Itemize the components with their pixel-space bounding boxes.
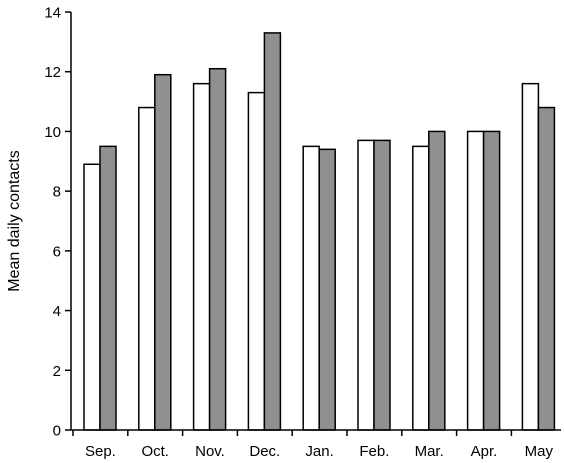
y-tick-label: 14 <box>44 5 61 22</box>
bar-series-1 <box>83 163 101 431</box>
bar-series-2 <box>154 73 172 431</box>
x-tick-label: May <box>525 443 554 460</box>
y-tick-label: 4 <box>53 303 61 320</box>
bar-series-1 <box>247 91 266 431</box>
y-tick-label: 10 <box>44 124 61 141</box>
y-axis-ticks: 0 2 4 6 8 10 12 14 <box>44 5 71 440</box>
x-tick-label: Feb. <box>359 443 389 460</box>
bar-series-2 <box>263 32 282 431</box>
bar-series-2 <box>482 130 501 431</box>
bar-series-2 <box>318 148 336 431</box>
y-tick-label: 0 <box>53 423 61 440</box>
x-tick-label: Oct. <box>141 443 169 460</box>
x-tick-label: Apr. <box>471 443 498 460</box>
bar-series-1 <box>412 145 430 431</box>
y-tick-label: 8 <box>53 184 61 201</box>
plot-area <box>83 32 556 431</box>
bar-series-1 <box>302 145 320 431</box>
bar-series-2 <box>537 106 556 431</box>
bar-series-2 <box>428 130 446 431</box>
bar-series-1 <box>192 82 211 431</box>
y-tick-label: 6 <box>53 243 61 260</box>
x-axis-ticks: Sep. Oct. Nov. Dec. Jan. Feb. Mar. Apr. May <box>72 430 554 460</box>
bar-series-1 <box>466 130 485 431</box>
bar-series-2 <box>373 139 391 431</box>
bar-series-2 <box>208 67 227 431</box>
bar-series-1 <box>138 106 156 431</box>
bar-series-1 <box>357 139 375 431</box>
y-axis-title: Mean daily contacts <box>6 150 23 291</box>
x-tick-label: Sep. <box>85 443 116 460</box>
bar-series-2 <box>99 145 117 431</box>
x-tick-label: Mar. <box>415 443 444 460</box>
y-tick-label: 2 <box>53 363 61 380</box>
x-tick-label: Nov. <box>195 443 225 460</box>
x-tick-label: Dec. <box>249 443 280 460</box>
x-tick-label: Jan. <box>305 443 333 460</box>
y-tick-label: 12 <box>44 64 61 81</box>
bar-series-1 <box>521 82 540 431</box>
